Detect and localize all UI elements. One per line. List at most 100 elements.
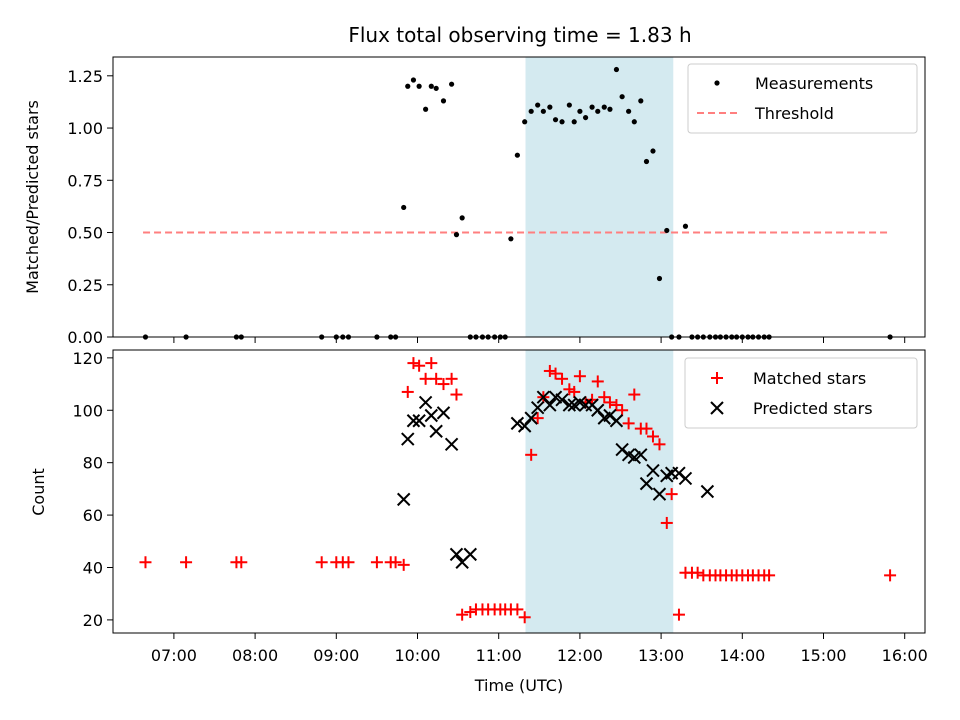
bottom-xtick-label: 07:00 bbox=[151, 646, 197, 665]
predicted-star-point bbox=[401, 432, 415, 446]
bottom-xtick-label: 10:00 bbox=[394, 646, 440, 665]
matched-star-point bbox=[672, 608, 685, 621]
legend-measurements-marker bbox=[714, 80, 720, 86]
measurement-point bbox=[601, 104, 607, 110]
measurement-point bbox=[428, 83, 434, 89]
matched-star-point bbox=[235, 556, 248, 569]
measurement-point bbox=[664, 227, 670, 234]
matched-star-point bbox=[665, 488, 678, 501]
top-panel: 0.00 0.25 0.50 0.75 1.00 1.25 Matched/Predict… bbox=[23, 56, 926, 347]
matched-star-point bbox=[401, 385, 414, 398]
matched-star-point bbox=[456, 608, 469, 621]
matched-star-point bbox=[884, 569, 897, 582]
bottom-ytick-label: 20 bbox=[83, 611, 103, 630]
measurement-point bbox=[656, 275, 663, 282]
predicted-star-point bbox=[444, 437, 459, 452]
matched-star-point bbox=[598, 391, 611, 404]
predicted-star-point bbox=[524, 411, 538, 425]
predicted-star-point bbox=[449, 547, 464, 562]
measurement-point bbox=[638, 98, 644, 104]
matched-star-point bbox=[660, 516, 673, 529]
predicted-star-point bbox=[555, 393, 569, 407]
bottom-ytick-label: 100 bbox=[72, 401, 103, 420]
measurement-point bbox=[522, 119, 528, 125]
matched-star-point bbox=[531, 412, 544, 425]
matched-star-point bbox=[518, 611, 531, 624]
matched-star-point bbox=[389, 556, 402, 569]
bottom-legend-box bbox=[684, 357, 918, 429]
measurement-point bbox=[405, 83, 411, 89]
matched-star-point bbox=[640, 422, 653, 435]
top-y-axis-label: Matched/Predicted stars bbox=[23, 100, 42, 294]
matched-star-point bbox=[603, 396, 616, 409]
measurement-point bbox=[423, 106, 429, 112]
predicted-star-point bbox=[412, 414, 426, 428]
x-axis-label: Time (UTC) bbox=[474, 676, 563, 695]
top-shaded-span bbox=[525, 57, 674, 337]
matched-star-point bbox=[342, 556, 355, 569]
measurement-point bbox=[540, 108, 546, 114]
matched-star-point bbox=[464, 606, 477, 619]
bottom-xtick-label: 12:00 bbox=[557, 646, 603, 665]
matched-star-point bbox=[568, 385, 581, 398]
matched-star-point bbox=[413, 359, 426, 372]
bottom-xtick-label: 08:00 bbox=[232, 646, 278, 665]
measurement-point bbox=[619, 94, 625, 100]
measurement-point bbox=[589, 104, 595, 110]
matched-star-point bbox=[628, 388, 641, 401]
measurement-point bbox=[440, 98, 447, 104]
matched-star-point bbox=[397, 558, 410, 571]
measurement-point bbox=[566, 102, 572, 108]
predicted-star-point bbox=[543, 398, 557, 412]
measurement-point bbox=[682, 223, 689, 229]
measurement-point bbox=[577, 108, 583, 114]
bottom-ytick-label: 80 bbox=[83, 454, 103, 473]
matched-star-point bbox=[646, 430, 659, 443]
measurement-point bbox=[650, 148, 656, 154]
bottom-ytick-label: 120 bbox=[72, 349, 103, 368]
predicted-star-point bbox=[578, 398, 593, 412]
matched-star-point bbox=[139, 556, 152, 569]
measurement-point bbox=[571, 119, 577, 125]
matched-star-point bbox=[622, 417, 635, 430]
matched-star-point bbox=[610, 399, 623, 412]
matched-star-point bbox=[450, 388, 463, 401]
measurement-point bbox=[607, 106, 613, 112]
top-axes-frame bbox=[112, 56, 926, 338]
predicted-star-point bbox=[700, 484, 715, 499]
predicted-star-point bbox=[609, 414, 624, 428]
predicted-star-point bbox=[530, 400, 545, 415]
matched-star-point bbox=[437, 378, 450, 391]
matched-star-point bbox=[180, 556, 193, 569]
bottom-xtick-label: 09:00 bbox=[313, 646, 359, 665]
legend-measurements-label: Measurements bbox=[755, 74, 873, 93]
measurement-point bbox=[631, 119, 637, 125]
bottom-y-axis-label: Count bbox=[29, 468, 48, 516]
matched-star-point bbox=[549, 367, 562, 380]
chart-title: Flux total observing time = 1.83 h bbox=[348, 23, 691, 47]
top-ytick-label: 0.50 bbox=[67, 224, 103, 243]
top-ytick-label: 1.00 bbox=[67, 119, 103, 138]
predicted-star-point bbox=[639, 476, 654, 491]
measurement-point bbox=[626, 108, 632, 114]
matched-star-point bbox=[691, 566, 704, 579]
legend-threshold-label: Threshold bbox=[754, 104, 834, 123]
measurement-point bbox=[449, 81, 455, 87]
measurement-point bbox=[514, 152, 520, 158]
matched-star-point bbox=[370, 556, 383, 569]
predicted-star-point bbox=[406, 414, 421, 428]
bottom-xtick-label: 13:00 bbox=[638, 646, 684, 665]
predicted-star-point bbox=[429, 424, 443, 438]
legend-predicted-marker bbox=[710, 401, 724, 415]
matched-star-point bbox=[591, 375, 604, 388]
top-ytick-label: 1.25 bbox=[67, 67, 103, 86]
top-legend-box bbox=[687, 63, 918, 134]
measurement-point bbox=[547, 104, 553, 110]
measurement-point bbox=[416, 83, 422, 89]
matched-star-point bbox=[511, 603, 524, 616]
predicted-star-point bbox=[463, 547, 477, 562]
bottom-xtick-label: 16:00 bbox=[882, 646, 928, 665]
predicted-star-point bbox=[562, 398, 577, 412]
measurement-point bbox=[643, 158, 650, 165]
